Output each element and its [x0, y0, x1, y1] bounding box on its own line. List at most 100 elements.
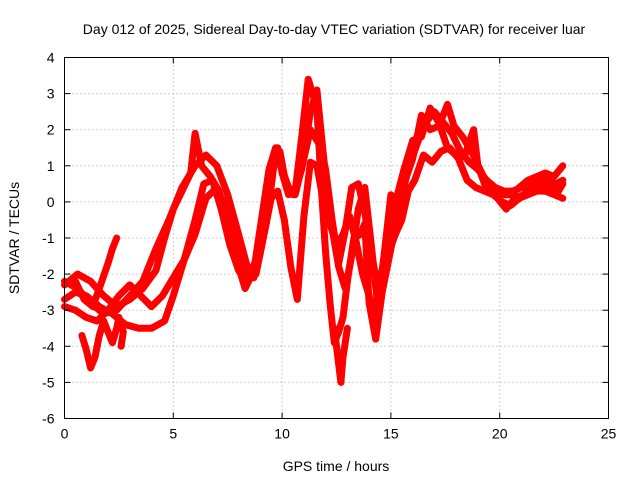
x-axis-label: GPS time / hours	[283, 458, 390, 474]
data-point-marker	[126, 296, 133, 303]
data-point-marker	[305, 76, 312, 83]
data-point-marker	[259, 209, 266, 216]
data-point-marker	[544, 177, 551, 184]
y-tick-label: -6	[42, 411, 55, 427]
data-point-marker	[300, 155, 307, 162]
data-point-marker	[348, 184, 355, 191]
data-point-marker	[187, 170, 194, 177]
data-point-marker	[437, 148, 444, 155]
data-point-marker	[372, 314, 379, 321]
data-point-marker	[331, 325, 338, 332]
x-tick-labels: 0 5 10 15 20 25	[61, 426, 617, 442]
data-point-marker	[551, 173, 558, 180]
data-point-marker	[83, 346, 90, 353]
data-point-marker	[233, 256, 240, 263]
data-point-marker	[192, 130, 199, 137]
y-tick-label: 1	[47, 158, 55, 174]
data-point-marker	[200, 180, 207, 187]
data-point-marker	[559, 195, 566, 202]
data-point-marker	[100, 318, 107, 325]
data-point-marker	[335, 260, 342, 267]
data-point-marker	[355, 206, 362, 213]
data-point-marker	[507, 191, 514, 198]
data-point-marker	[357, 231, 364, 238]
data-point-marker	[320, 198, 327, 205]
data-point-marker	[507, 202, 514, 209]
data-point-marker	[105, 328, 112, 335]
data-point-marker	[292, 191, 299, 198]
data-point-marker	[335, 361, 342, 368]
data-point-marker	[472, 184, 479, 191]
data-traces	[61, 75, 567, 386]
data-point-marker	[100, 292, 107, 299]
data-point-marker	[481, 180, 488, 187]
data-point-marker	[307, 108, 314, 115]
x-tick-label: 20	[492, 426, 508, 442]
data-point-marker	[94, 318, 101, 325]
data-point-marker	[202, 195, 209, 202]
data-point-marker	[361, 209, 368, 216]
data-point-marker	[96, 332, 103, 339]
data-point-marker	[392, 231, 399, 238]
data-point-marker	[179, 188, 186, 195]
data-point-marker	[113, 235, 120, 241]
y-axis-label: SDTVAR / TECUs	[6, 182, 22, 294]
data-point-marker	[72, 307, 79, 314]
data-point-marker	[533, 173, 540, 180]
data-point-marker	[120, 328, 127, 335]
data-point-marker	[448, 130, 455, 137]
data-point-marker	[387, 191, 394, 198]
y-tick-labels: -6 -5 -4 -3 -2 -1 0 1 2 3 4	[42, 50, 55, 427]
data-point-marker	[105, 260, 112, 267]
data-point-marker	[207, 173, 214, 180]
data-point-marker	[459, 133, 466, 140]
data-point-marker	[420, 151, 427, 158]
data-point-marker	[329, 216, 336, 223]
data-point-marker	[498, 191, 505, 198]
data-point-marker	[109, 245, 116, 252]
y-tick-label: -1	[42, 230, 55, 246]
data-point-marker	[464, 177, 471, 184]
data-point-marker	[113, 325, 120, 332]
data-point-marker	[559, 180, 566, 187]
data-point-marker	[444, 101, 451, 108]
data-point-marker	[409, 137, 416, 144]
data-point-marker	[387, 213, 394, 220]
data-point-marker	[551, 191, 558, 198]
data-point-marker	[411, 177, 418, 184]
data-point-marker	[109, 339, 116, 346]
data-point-marker	[250, 267, 257, 274]
data-point-marker	[359, 271, 366, 278]
data-point-marker	[355, 180, 362, 187]
data-point-marker	[342, 227, 349, 234]
data-point-marker	[366, 292, 373, 299]
data-point-marker	[161, 235, 168, 241]
data-point-marker	[159, 292, 166, 299]
y-tick-label: -2	[42, 266, 55, 282]
data-point-marker	[307, 159, 314, 166]
data-point-marker	[553, 180, 560, 187]
x-tick-label: 25	[601, 426, 617, 442]
data-point-marker	[170, 292, 177, 299]
data-point-marker	[274, 188, 281, 195]
data-point-marker	[353, 238, 360, 245]
x-tick-label: 0	[61, 426, 69, 442]
y-tick-label: -5	[42, 374, 55, 390]
data-point-marker	[453, 151, 460, 158]
data-point-marker	[148, 325, 155, 332]
y-tick-label: -3	[42, 302, 55, 318]
y-tick-label: 0	[47, 194, 55, 210]
data-point-marker	[170, 274, 177, 281]
data-point-marker	[427, 126, 434, 133]
data-point-marker	[498, 198, 505, 205]
data-point-marker	[466, 159, 473, 166]
data-point-marker	[72, 278, 79, 285]
chart-title: Day 012 of 2025, Sidereal Day-to-day VTE…	[83, 21, 586, 37]
y-tick-label: 2	[47, 122, 55, 138]
data-point-marker	[139, 285, 146, 292]
data-point-marker	[152, 267, 159, 274]
data-point-marker	[285, 184, 292, 191]
data-point-marker	[118, 343, 125, 350]
y-tick-label: 4	[47, 50, 55, 66]
data-point-marker	[294, 296, 301, 303]
